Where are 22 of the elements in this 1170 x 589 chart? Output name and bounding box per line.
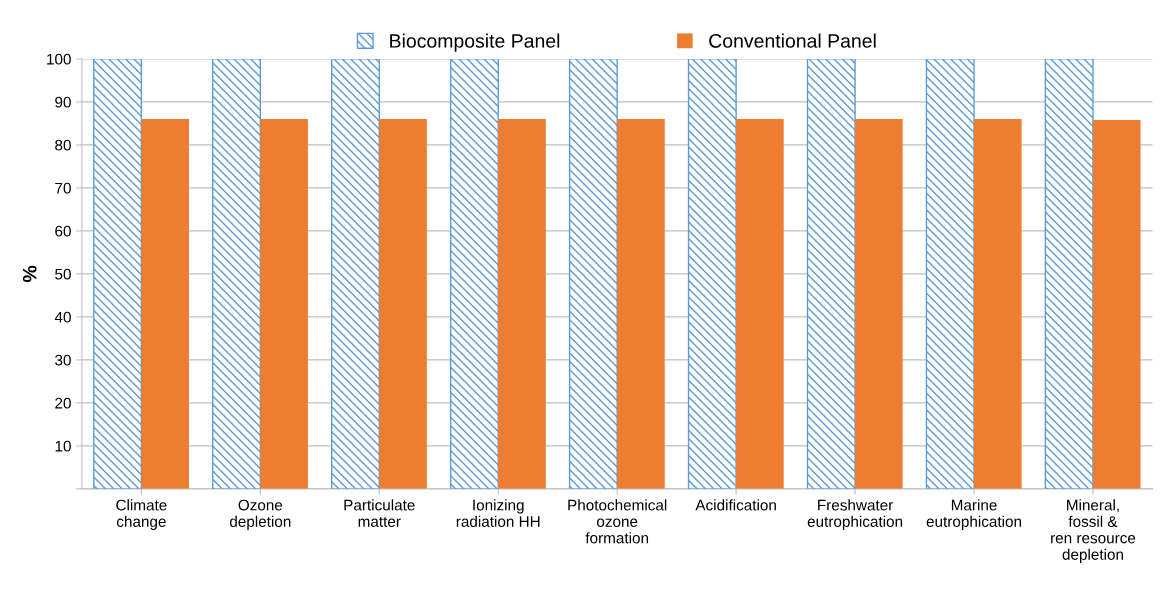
y-tick-label: 80 [55, 139, 71, 151]
y-tick-label: 60 [55, 225, 71, 237]
y-tick-label: 20 [55, 397, 71, 409]
y-tick-label: 40 [54, 311, 71, 323]
x-tick-label: Ionizing radiation HH [456, 499, 540, 527]
x-tick-label: Freshwater eutrophication [807, 499, 903, 530]
y-tick-label: 100 [47, 53, 71, 65]
y-tick-label: 30 [55, 354, 71, 366]
x-tick-label: Photochemical ozone formation [568, 499, 667, 544]
x-tick-label: Mineral, fossil & ren resource depletion [1051, 499, 1136, 563]
y-axis-title: % [22, 265, 37, 283]
y-tick-label: 10 [55, 440, 71, 452]
x-tick-label: Marine eutrophication [926, 499, 1022, 530]
legend-label: Conventional Panel [709, 33, 876, 48]
y-tick-label: 90 [55, 96, 71, 108]
x-tick-label: Climate change [116, 499, 167, 530]
x-tick-label: Acidification [695, 499, 776, 511]
y-tick-label: 70 [55, 182, 71, 194]
legend-label: Biocomposite Panel [390, 33, 560, 52]
x-tick-label: Ozone depletion [229, 499, 291, 530]
y-tick-label: 50 [55, 268, 71, 280]
x-tick-label: Particulate matter [344, 499, 415, 527]
